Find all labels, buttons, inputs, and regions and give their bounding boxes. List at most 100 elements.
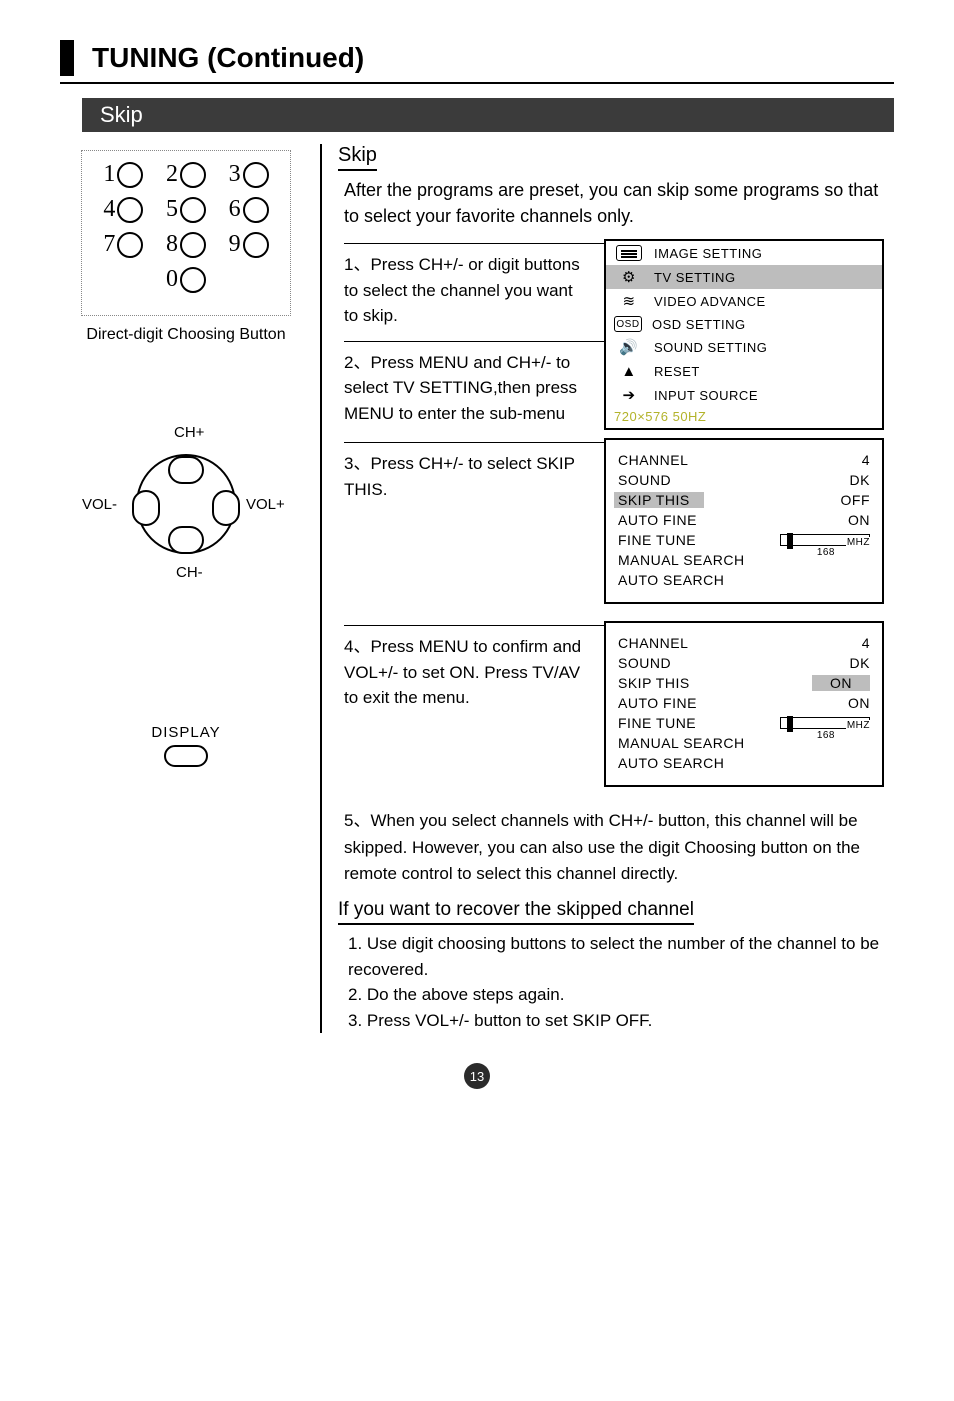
main-menu-item[interactable]: ▲ RESET [606, 359, 882, 383]
page-title-row: TUNING (Continued) [60, 40, 894, 76]
main-menu-label: RESET [654, 364, 700, 379]
main-menu-item[interactable]: ➔ INPUT SOURCE [606, 383, 882, 407]
keypad-circle-icon [117, 197, 143, 223]
tv-menu-value: 4 [862, 452, 870, 468]
keypad-digit: 8 [166, 231, 178, 258]
recover-list: 1. Use digit choosing buttons to select … [338, 931, 894, 1033]
step-row-2: 3、Press CH+/- to select SKIP THIS. CHANN… [338, 438, 894, 617]
page-title: TUNING (Continued) [92, 42, 364, 74]
recover-title: If you want to recover the skipped chann… [338, 899, 694, 925]
display-button[interactable] [164, 745, 208, 767]
tv-menu-key: SOUND [618, 472, 671, 488]
fine-tune-bar: 168MHZ [780, 534, 870, 546]
main-menu-label: INPUT SOURCE [654, 388, 758, 403]
tv-menu-row[interactable]: SOUND DK [618, 653, 870, 673]
arrow-icon: ➔ [614, 386, 644, 404]
keypad-circle-icon [180, 197, 206, 223]
tv-menu-key: FINE TUNE [618, 532, 696, 548]
keypad-digit: 1 [103, 161, 115, 188]
tv-menu-row[interactable]: CHANNEL 4 [618, 450, 870, 470]
keypad-digit: 2 [166, 161, 178, 188]
dpad-left-button[interactable] [132, 490, 160, 526]
step-1-text: 1、Press CH+/- or digit buttons to select… [338, 248, 598, 337]
keypad-circle-icon [180, 232, 206, 258]
keypad-circle-icon [117, 232, 143, 258]
main-menu-label: SOUND SETTING [654, 340, 767, 355]
tv-menu-key: FINE TUNE [618, 715, 696, 731]
tv-menu-value: OFF [841, 492, 871, 508]
tv-menu-value: DK [850, 655, 870, 671]
tune-value: 168 [817, 547, 835, 558]
main-menu-item[interactable]: ≋ VIDEO ADVANCE [606, 289, 882, 313]
step-3-text: 3、Press CH+/- to select SKIP THIS. [338, 447, 598, 617]
step-4-text: 4、Press MENU to confirm and VOL+/- to se… [338, 630, 598, 800]
main-menu-item[interactable]: ⚙TV SETTING [606, 265, 882, 289]
intro-text: After the programs are preset, you can s… [338, 177, 894, 229]
keypad-key[interactable]: 9 [229, 231, 269, 258]
keypad-key[interactable]: 4 [103, 196, 143, 223]
keypad-key[interactable]: 5 [166, 196, 206, 223]
tv-menu-panel-2: CHANNEL 4 SOUND DK SKIP THISON AUTO FINE ON FIN… [604, 621, 884, 787]
reset-icon: ▲ [614, 362, 644, 380]
tv-menu-panel-1: CHANNEL4SOUNDDKSKIP THISOFFAUTO FINEONFI… [604, 438, 884, 604]
tv-menu-value: ON [848, 695, 870, 711]
tv-menu-row[interactable]: AUTO FINEON [618, 510, 870, 530]
tv-menu-row[interactable]: FINE TUNE 168MHZ [618, 530, 870, 550]
step-row-1: 1、Press CH+/- or digit buttons to select… [338, 239, 894, 434]
tune-value: 168 [817, 730, 835, 741]
tv-menu-key: SKIP THIS [618, 675, 690, 691]
tv-menu-key: AUTO SEARCH [618, 755, 724, 771]
title-divider [60, 82, 894, 84]
keypad-key[interactable]: 7 [103, 231, 143, 258]
dpad-up-label: CH+ [174, 424, 204, 441]
dpad-down-label: CH- [176, 564, 203, 581]
display-block: DISPLAY [60, 724, 312, 772]
keypad-digit: 7 [103, 231, 115, 258]
dpad-up-button[interactable] [168, 456, 204, 484]
step-5-text: 5、When you select channels with CH+/- bu… [338, 804, 894, 895]
tv-menu-row[interactable]: AUTO SEARCH [618, 570, 870, 590]
keypad-key[interactable]: 0 [166, 266, 206, 293]
step-divider [344, 625, 604, 626]
tv-menu-row[interactable]: CHANNEL 4 [618, 633, 870, 653]
step-text-col: 1、Press CH+/- or digit buttons to select… [338, 239, 604, 434]
tv-menu-row[interactable]: AUTO SEARCH [618, 753, 870, 773]
dpad-down-button[interactable] [168, 526, 204, 554]
step-text-col: 3、Press CH+/- to select SKIP THIS. [338, 438, 604, 617]
tv-menu-key: SOUND [618, 655, 671, 671]
keypad-key[interactable]: 3 [229, 161, 269, 188]
keypad-key[interactable]: 6 [229, 196, 269, 223]
main-menu-item[interactable]: IMAGE SETTING [606, 241, 882, 265]
main-menu-label: VIDEO ADVANCE [654, 294, 766, 309]
fine-tune-bar: 168MHZ [780, 717, 870, 729]
keypad-digit: 5 [166, 196, 178, 223]
keypad-key[interactable]: 1 [103, 161, 143, 188]
keypad-circle-icon [180, 162, 206, 188]
step-text-col: 4、Press MENU to confirm and VOL+/- to se… [338, 621, 604, 800]
tv-menu-key: CHANNEL [618, 635, 688, 651]
tv-menu-row[interactable]: SOUNDDK [618, 470, 870, 490]
dpad-right-button[interactable] [212, 490, 240, 526]
section-bar: Skip [82, 98, 894, 132]
keypad-key[interactable]: 8 [166, 231, 206, 258]
tv-menu-row[interactable]: FINE TUNE 168MHZ [618, 713, 870, 733]
dpad-right-label: VOL+ [246, 496, 285, 513]
main-menu-item[interactable]: OSDOSD SETTING [606, 313, 882, 335]
tv-menu-row[interactable]: SKIP THISON [618, 673, 870, 693]
keypad-circle-icon [117, 162, 143, 188]
step-2-text: 2、Press MENU and CH+/- to select TV SETT… [338, 346, 598, 435]
signal-icon: ≋ [614, 292, 644, 310]
keypad-key[interactable]: 2 [166, 161, 206, 188]
tv-menu-key: CHANNEL [618, 452, 688, 468]
tv-menu-row[interactable]: SKIP THISOFF [618, 490, 870, 510]
keypad-circle-icon [180, 267, 206, 293]
vertical-separator [320, 144, 322, 1033]
tv-menu-row[interactable]: AUTO FINE ON [618, 693, 870, 713]
tv-menu-key: AUTO FINE [618, 695, 697, 711]
tv-menu-value: 4 [862, 635, 870, 651]
keypad: 1 2 3 4 5 6 7 8 9 0 [81, 150, 291, 316]
tv-menu-key: AUTO FINE [618, 512, 697, 528]
keypad-circle-icon [243, 197, 269, 223]
keypad-digit: 6 [229, 196, 241, 223]
main-menu-item[interactable]: 🔊SOUND SETTING [606, 335, 882, 359]
